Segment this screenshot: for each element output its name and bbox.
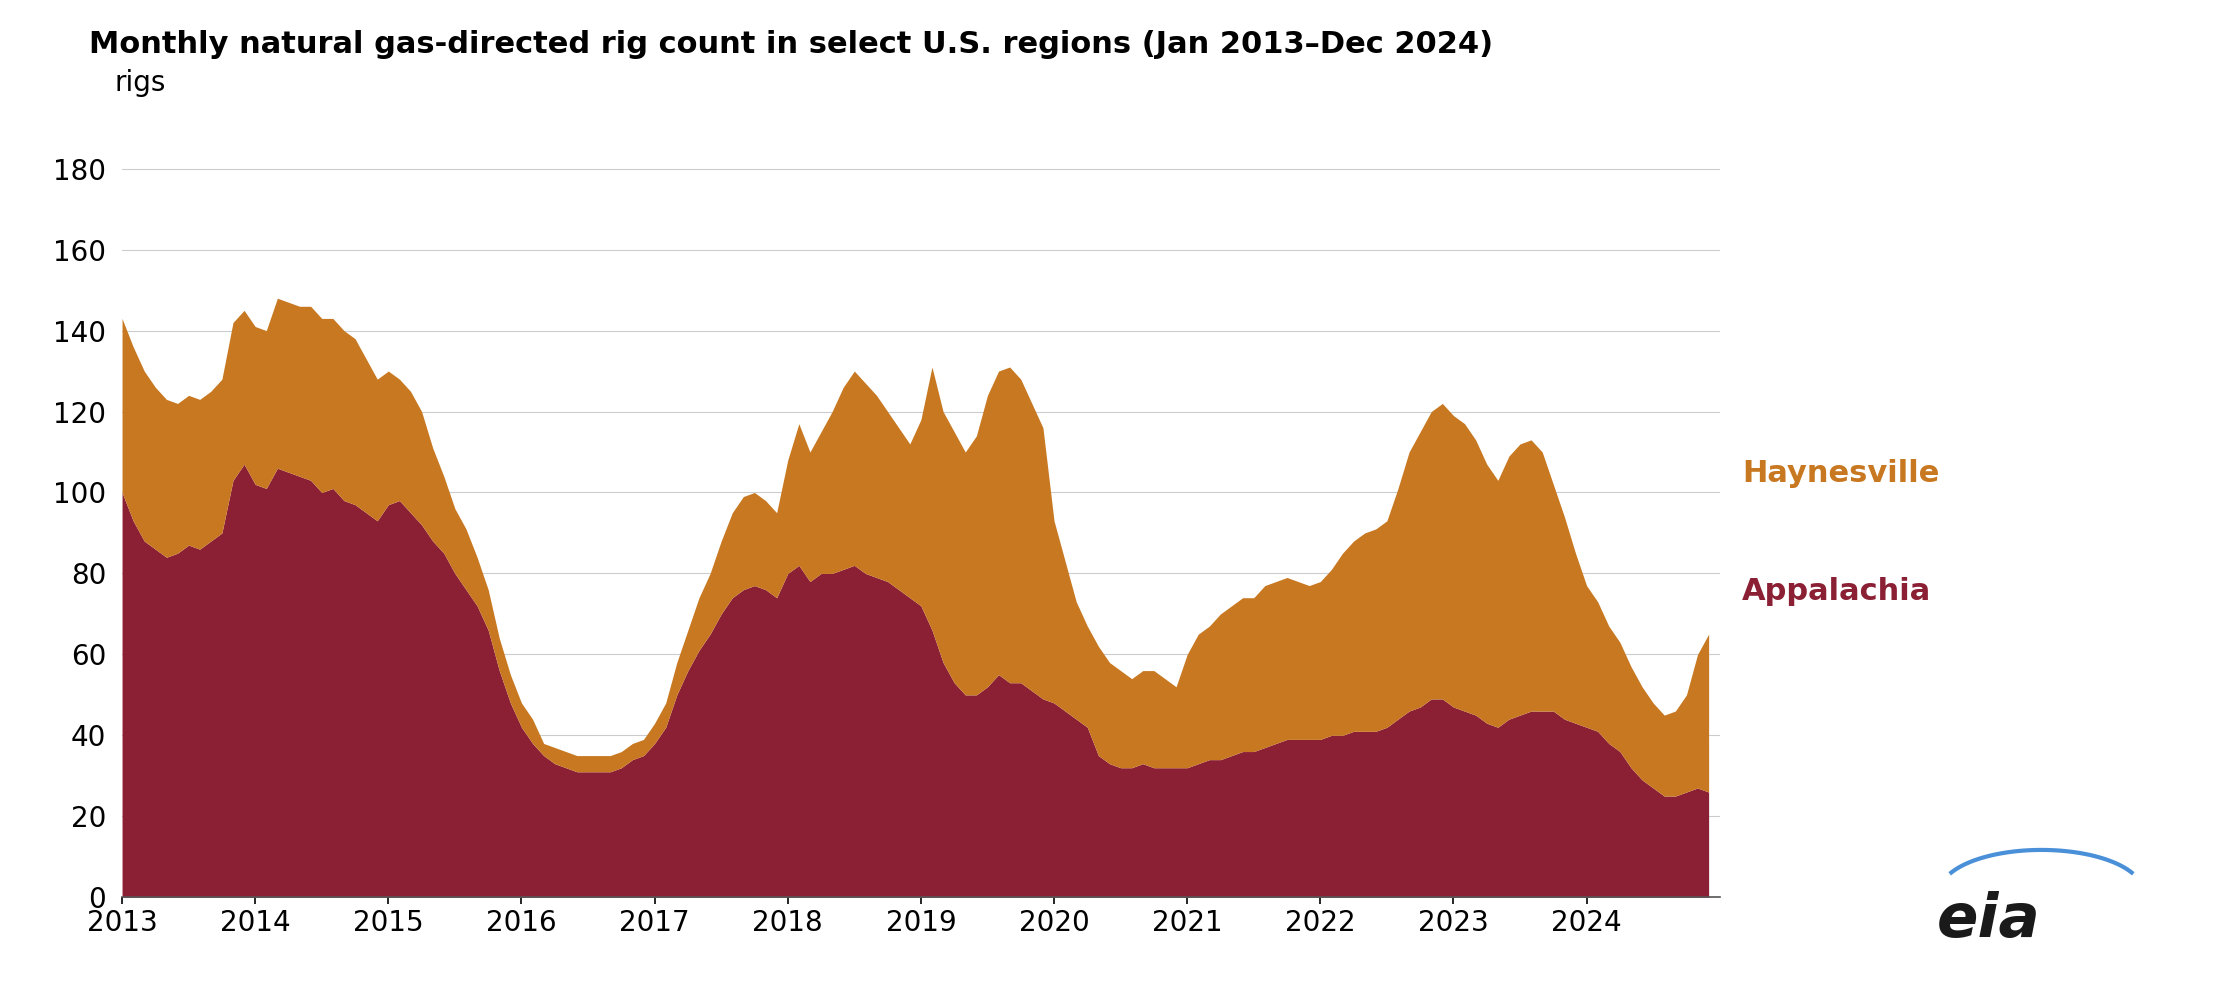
Text: Appalachia: Appalachia (1742, 577, 1931, 606)
Text: eia: eia (1937, 891, 2039, 951)
Text: Monthly natural gas-directed rig count in select U.S. regions (Jan 2013–Dec 2024: Monthly natural gas-directed rig count i… (89, 30, 1493, 58)
Text: rigs: rigs (113, 69, 166, 98)
Text: Haynesville: Haynesville (1742, 458, 1939, 488)
